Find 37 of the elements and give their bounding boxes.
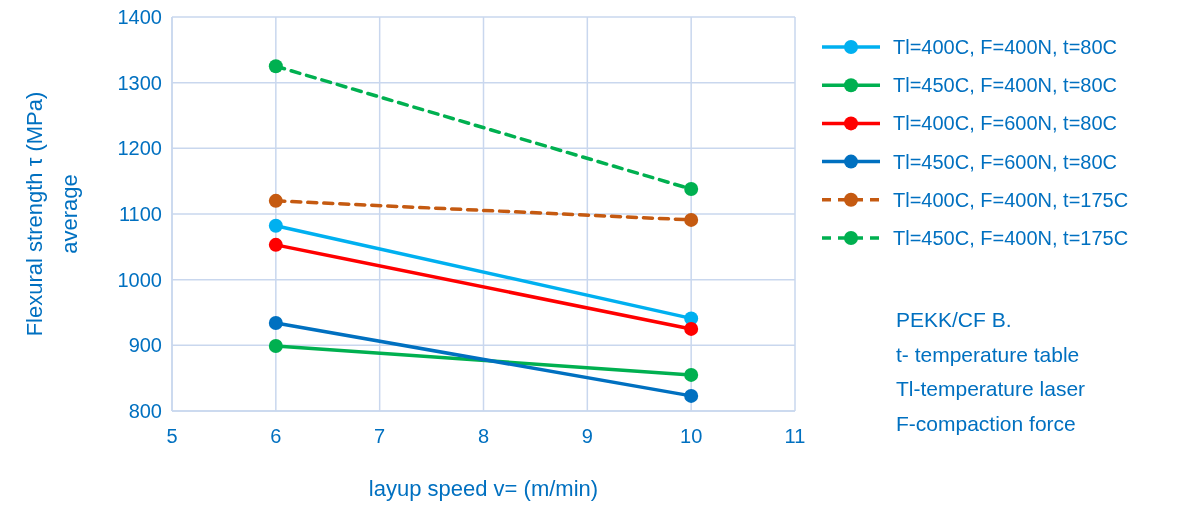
x-axis-title: layup speed v= (m/min) bbox=[368, 476, 599, 501]
point bbox=[268, 316, 283, 331]
point bbox=[268, 59, 283, 74]
x-tick-label: 5 bbox=[166, 425, 178, 447]
legend-label: Tl=400C, F=600N, t=80C bbox=[893, 112, 1118, 135]
point bbox=[684, 388, 699, 403]
point bbox=[684, 212, 699, 227]
legend-label: Tl=400C, F=400N, t=80C bbox=[893, 36, 1118, 58]
text: F-compaction force bbox=[896, 411, 1076, 435]
x-tick-label: 8 bbox=[477, 425, 490, 447]
y-tick-label: 1400 bbox=[117, 6, 162, 28]
legend-label: Tl=450C, F=600N, t=80C bbox=[893, 150, 1118, 173]
y-tick-label: 800 bbox=[128, 400, 162, 422]
point bbox=[268, 218, 283, 233]
y-tick-label: 900 bbox=[128, 334, 162, 357]
point bbox=[684, 367, 699, 382]
point bbox=[684, 321, 699, 336]
x-tick-label: 7 bbox=[374, 425, 386, 447]
x-tick-label: 11 bbox=[784, 425, 806, 447]
x-tick-label: 6 bbox=[270, 425, 282, 447]
y-axis-title: Flexural strength τ (MPa) average bbox=[22, 91, 82, 337]
point bbox=[268, 237, 283, 252]
text: t- temperature table bbox=[896, 342, 1080, 366]
point bbox=[268, 193, 283, 208]
legend-label: Tl=400C, F=400N, t=175C bbox=[893, 188, 1129, 211]
y-tick-label: 1000 bbox=[117, 268, 162, 291]
legend-label: Tl=450C, F=400N, t=175C bbox=[893, 227, 1129, 249]
x-tick-label: 10 bbox=[680, 425, 703, 447]
y-tick-label: 1100 bbox=[118, 203, 162, 225]
y-tick-label: 1300 bbox=[117, 71, 162, 94]
text: Tl-temperature laser bbox=[896, 377, 1086, 400]
point bbox=[268, 338, 283, 353]
point bbox=[684, 182, 699, 197]
text: PEKK/CF B. bbox=[896, 308, 1012, 331]
y-tick-label: 1200 bbox=[117, 137, 162, 160]
legend-label: Tl=450C, F=400N, t=80C bbox=[893, 74, 1118, 97]
x-tick-label: 9 bbox=[581, 425, 593, 447]
